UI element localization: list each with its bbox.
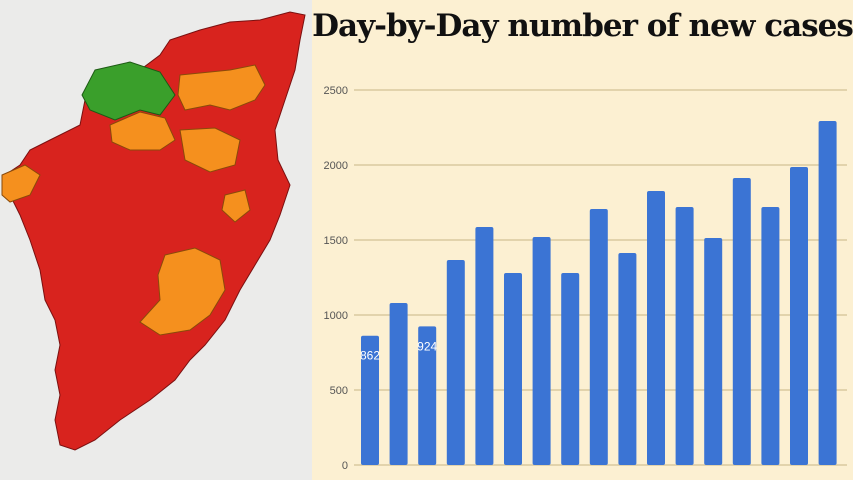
map-region-green bbox=[81, 61, 176, 121]
bar bbox=[561, 273, 580, 465]
map-region-orange-dharmapuri bbox=[109, 111, 176, 151]
bar bbox=[732, 178, 751, 466]
bar bbox=[532, 237, 551, 465]
y-tick-label: 1000 bbox=[324, 310, 348, 322]
bar bbox=[504, 273, 522, 465]
bar bbox=[818, 121, 837, 466]
bar bbox=[647, 190, 665, 465]
map-region-orange-ariyalur bbox=[221, 189, 251, 223]
chart-title: Day-by-Day number of new cases bbox=[312, 8, 853, 44]
y-tick-label: 0 bbox=[342, 460, 348, 472]
bar bbox=[589, 208, 608, 465]
data-label: 862 bbox=[360, 349, 380, 363]
new-cases-bar-chart: Day-by-Day number of new cases 0 500 1000 1… bbox=[312, 0, 853, 480]
y-tick-label: 1500 bbox=[324, 235, 348, 247]
map-svg bbox=[1, 11, 306, 451]
map-region-orange-kallakurichi bbox=[179, 127, 241, 173]
bar bbox=[389, 303, 408, 465]
bar bbox=[675, 207, 694, 465]
data-label: 924 bbox=[417, 339, 437, 353]
bar bbox=[418, 326, 437, 465]
bar bbox=[704, 238, 723, 465]
bar bbox=[475, 226, 494, 465]
bar bbox=[761, 207, 780, 465]
map-region-orange-nilgiris bbox=[1, 164, 41, 203]
district-zone-map bbox=[0, 0, 312, 480]
y-tick-label: 500 bbox=[330, 385, 348, 397]
y-tick-label: 2500 bbox=[324, 85, 348, 97]
chart-svg: 0 500 1000 1500 2000 2500 862 924 bbox=[324, 85, 847, 472]
bar bbox=[446, 259, 465, 465]
y-tick-label: 2000 bbox=[324, 160, 348, 172]
map-region-orange-north bbox=[177, 64, 266, 111]
bar bbox=[618, 253, 637, 465]
map-region-orange-south bbox=[139, 247, 226, 336]
bar bbox=[790, 166, 808, 465]
bar bbox=[361, 335, 379, 465]
map-region-red bbox=[4, 11, 306, 451]
